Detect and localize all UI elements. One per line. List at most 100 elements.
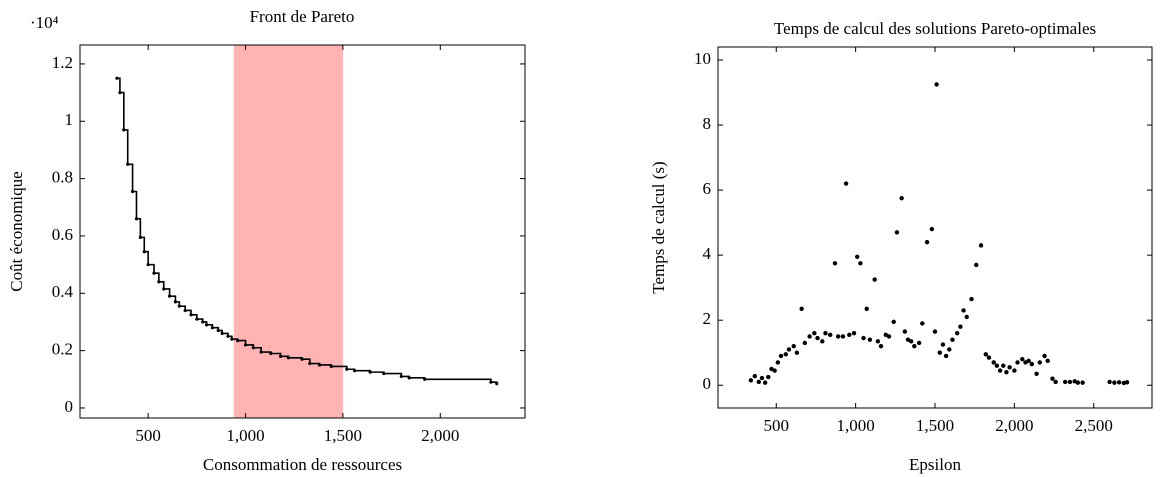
point [1075,380,1081,385]
y-tick-label: 2 [703,309,712,328]
point [867,337,873,342]
point [317,363,322,367]
point [126,162,130,166]
point [142,250,146,254]
x-axis-label: Epsilon [909,455,961,474]
point [152,271,156,275]
point [872,277,877,282]
chart-title: Front de Pareto [250,7,355,26]
point [932,329,938,334]
point [978,243,984,248]
point [1050,376,1055,381]
point [157,280,161,284]
point [115,76,119,80]
point [216,328,220,333]
point [162,287,166,291]
point [146,263,150,267]
point [352,369,357,373]
point [259,350,263,354]
point [1029,361,1035,367]
point [762,380,768,385]
point [489,380,493,384]
point [802,340,808,346]
point [861,335,866,341]
point [828,332,833,338]
point [1112,380,1117,385]
point [1107,379,1112,385]
point [1067,379,1073,385]
y-tick-label: 1 [65,110,74,129]
point [986,355,992,360]
point [964,314,969,320]
x-tick-label: 500 [764,416,790,435]
point [864,306,869,312]
x-axis-label: Consommation de ressources [203,455,402,474]
point [929,226,935,232]
point [1026,358,1031,364]
point [1020,357,1025,362]
point [908,339,914,344]
x-tick-label: 1,500 [916,416,954,435]
point [230,337,234,341]
point [983,352,988,357]
point [382,371,386,376]
point [1080,380,1085,385]
point [122,128,126,132]
point [974,262,979,268]
point [204,323,209,327]
y-tick-label: 1.2 [52,53,73,72]
y-tick-label: 0.4 [52,282,74,301]
plot-frame [79,44,526,419]
point [791,344,796,349]
point [878,344,884,349]
point [1037,360,1042,365]
point [329,364,333,368]
point [138,235,142,239]
y-tick-label: 0.2 [52,340,73,359]
point [832,261,838,266]
y-axis-label: Temps de calcul (s) [649,161,668,293]
point [1012,368,1017,373]
point [778,353,784,359]
point [851,330,857,336]
point [823,330,828,336]
point [759,375,765,381]
point [775,360,781,365]
y-tick-label: 0.8 [52,168,73,187]
point [891,319,896,325]
point [840,334,846,339]
point [766,374,771,380]
point [1001,363,1006,368]
point [210,326,215,330]
point [278,354,283,358]
point [1116,380,1122,385]
point [752,373,758,379]
point [916,340,922,346]
point [407,376,411,380]
point [189,313,193,317]
point [886,334,892,339]
point [940,342,946,347]
point [991,360,996,365]
point [843,181,849,186]
point [947,347,952,352]
y-tick-label: 4 [703,244,712,263]
point [958,324,963,329]
point [236,338,240,343]
point [220,331,224,336]
point [130,189,135,194]
point [858,261,863,266]
point [1042,353,1047,359]
point [118,90,122,95]
point [950,337,955,342]
point [786,347,792,352]
point [177,304,181,308]
point [815,335,820,341]
point [1004,370,1009,375]
point [345,367,349,371]
point [794,350,800,355]
point [961,308,966,313]
point [183,308,187,313]
point [251,346,255,350]
point [243,343,248,347]
